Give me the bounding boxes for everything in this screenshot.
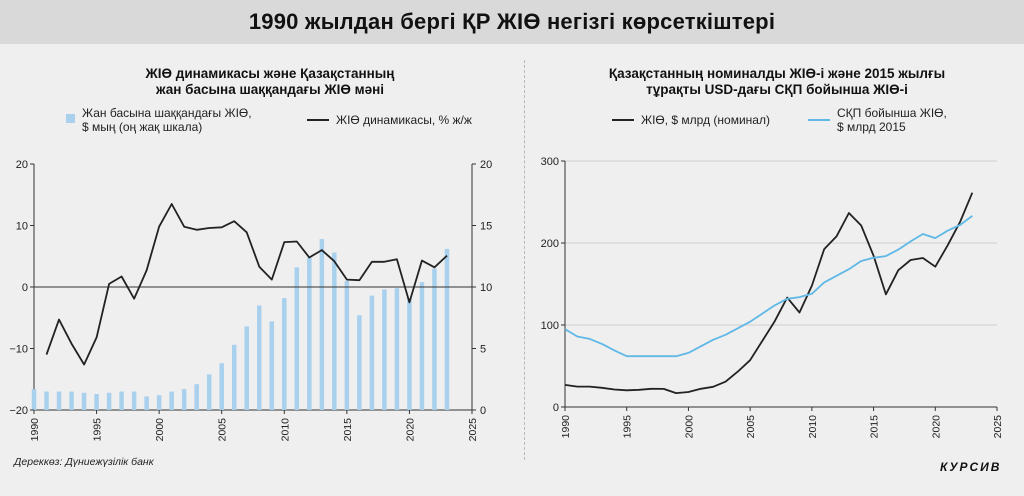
left-y-tick-label: 20 [16, 159, 28, 171]
per-capita-bar [444, 248, 450, 410]
legend-swatch-per-capita [66, 114, 75, 123]
right-y-tick-label: 20 [480, 159, 492, 171]
per-capita-bar [156, 395, 162, 410]
right-y-tick-label: 5 [480, 344, 486, 356]
per-capita-bar [332, 252, 337, 410]
left-chart-title-line2: жан басына шаққандағы ЖІӨ мәні [156, 82, 384, 97]
per-capita-bar [432, 268, 437, 410]
legend-label-per-capita-line2: $ мың (оң жақ шкала) [82, 120, 203, 134]
brand-logo: КУРСИВ [940, 460, 1002, 474]
per-capita-bar [419, 282, 425, 410]
left-x-tick-label: 2010 [279, 418, 291, 442]
per-capita-bar [119, 391, 124, 410]
right-chart-x-tick-label: 1995 [622, 415, 634, 439]
right-chart-x-tick-label: 2015 [869, 415, 881, 439]
left-chart-title: ЖІӨ динамикасы және Қазақстанның жан бас… [20, 66, 520, 98]
per-capita-bar [319, 239, 325, 410]
left-x-tick-label: 2025 [467, 418, 479, 442]
legend-swatch-gdp-nominal [612, 119, 634, 121]
per-capita-bar [294, 267, 300, 410]
per-capita-bar [44, 391, 49, 410]
per-capita-bar [94, 394, 99, 410]
legend-label-gdp-ppp-line2: $ млрд 2015 [837, 120, 906, 134]
per-capita-bar [219, 363, 224, 410]
page-header: 1990 жылдан бергі ҚР ЖІӨ негізгі көрсетк… [0, 0, 1024, 44]
per-capita-bar [231, 344, 237, 410]
right-chart-x-tick-label: 2000 [683, 415, 695, 439]
per-capita-bar [357, 315, 362, 410]
right-chart-x-tick-label: 2010 [807, 415, 819, 439]
legend-label-gdp-nominal: ЖІӨ, $ млрд (номинал) [641, 113, 770, 127]
per-capita-bar [407, 298, 412, 410]
per-capita-bar [31, 389, 37, 410]
legend-label-per-capita-line1: Жан басына шаққандағы ЖІӨ, [82, 106, 252, 120]
per-capita-bar [369, 295, 375, 410]
per-capita-bar [56, 391, 62, 410]
right-chart-x-tick-label: 1990 [560, 415, 572, 439]
per-capita-bar [307, 257, 312, 410]
left-y-tick-label: −10 [9, 344, 28, 356]
per-capita-bar [131, 391, 137, 410]
left-x-tick-label: 2000 [154, 418, 166, 442]
left-y-tick-label: −20 [9, 405, 28, 417]
left-x-tick-label: 1995 [92, 418, 104, 442]
per-capita-bar [282, 298, 287, 410]
per-capita-bar [169, 391, 174, 410]
per-capita-bar [69, 391, 74, 410]
right-chart-x-tick-label: 2020 [930, 415, 942, 439]
right-y-tick-label: 15 [480, 221, 492, 233]
left-x-tick-label: 2005 [217, 418, 229, 442]
gdp-ppp-line [564, 215, 973, 358]
right-chart-title-line2: тұрақты USD-дағы СҚП бойынша ЖІӨ-і [646, 82, 908, 97]
legend-swatch-gdp-dynamics [307, 119, 329, 121]
right-y-tick-label: 10 [480, 282, 492, 294]
gdp-nominal-line [564, 192, 974, 395]
legend-label-gdp-dynamics: ЖІӨ динамикасы, % ж/ж [336, 113, 472, 127]
per-capita-bar [206, 374, 212, 410]
per-capita-bar [144, 396, 149, 410]
gdp-dynamics-line [45, 203, 448, 366]
per-capita-bar [81, 392, 87, 410]
left-chart-title-line1: ЖІӨ динамикасы және Қазақстанның [145, 66, 395, 81]
per-capita-bar [269, 321, 275, 410]
per-capita-bar [394, 288, 400, 410]
source-note: Дереккөз: Дүниежүзілік банк [14, 456, 154, 468]
right-chart-title-line1: Қазақстанның номиналды ЖІӨ-і және 2015 ж… [608, 66, 946, 81]
left-y-tick-label: 10 [16, 221, 28, 233]
right-chart-x-tick-label: 2025 [992, 415, 1004, 439]
per-capita-bar [181, 389, 187, 410]
left-y-tick-label: 0 [22, 282, 28, 294]
per-capita-bar [344, 280, 350, 410]
right-chart-y-tick-label: 300 [541, 156, 559, 168]
per-capita-bar [194, 384, 199, 410]
left-x-tick-label: 2015 [342, 418, 354, 442]
per-capita-bar [244, 326, 249, 410]
chart-divider [524, 60, 525, 460]
right-chart-title: Қазақстанның номиналды ЖІӨ-і және 2015 ж… [530, 66, 1024, 98]
left-x-tick-label: 1990 [29, 418, 41, 442]
page-title: 1990 жылдан бергі ҚР ЖІӨ негізгі көрсетк… [248, 9, 776, 34]
legend-swatch-gdp-ppp [808, 119, 830, 121]
left-x-tick-label: 2020 [404, 418, 416, 442]
right-chart-x-tick-label: 2005 [745, 415, 757, 439]
legend-label-gdp-ppp-line1: СҚП бойынша ЖІӨ, [837, 106, 947, 120]
per-capita-bar [257, 305, 262, 410]
left-chart-legend: Жан басына шаққандағы ЖІӨ, $ мың (оң жақ… [66, 104, 506, 136]
right-chart-y-tick-label: 200 [541, 238, 559, 250]
right-y-tick-label: 0 [480, 405, 486, 417]
right-chart-legend: ЖІӨ, $ млрд (номинал) СҚП бойынша ЖІӨ, $… [612, 104, 992, 136]
right-chart-y-tick-label: 100 [541, 320, 559, 332]
per-capita-bar [106, 392, 112, 410]
per-capita-bar [382, 289, 387, 410]
right-chart-y-tick-label: 0 [553, 402, 559, 414]
